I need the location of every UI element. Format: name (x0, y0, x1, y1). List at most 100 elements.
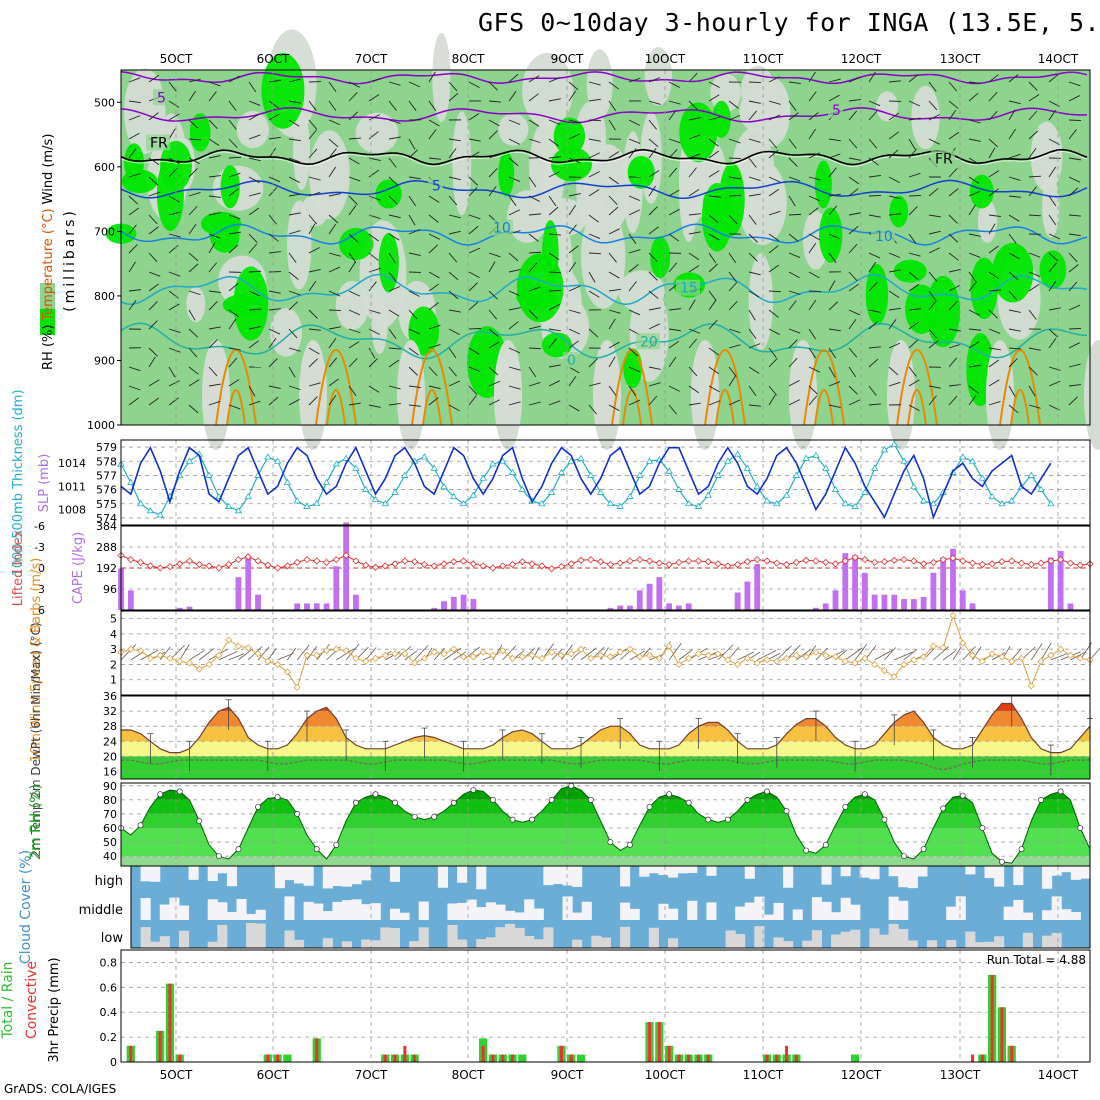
wind-barb (588, 358, 598, 368)
cloud-cell-high (658, 866, 669, 876)
wind-barb (408, 252, 421, 256)
wind-barb (228, 231, 241, 235)
wind-barb (368, 404, 381, 408)
wind-barb (428, 283, 440, 292)
wind-barb (1008, 328, 1021, 332)
wind-barb (168, 271, 181, 277)
xtick-top: 10OCT (645, 52, 686, 66)
wind-barb (1048, 252, 1059, 262)
thickness-point (675, 485, 683, 492)
wind-barb (128, 115, 141, 121)
wind-barb (908, 283, 920, 292)
xtick-top: 14OCT (1038, 52, 1079, 66)
lifted-point (1057, 556, 1065, 564)
wind-barb (1050, 653, 1067, 661)
lifted-point (225, 560, 233, 569)
precip-conv-bar (413, 1054, 417, 1062)
isotherm-15 (120, 273, 1088, 306)
wind-point (636, 653, 644, 661)
wind-barb (868, 282, 878, 292)
wind-barb (588, 171, 600, 178)
wind-barb (908, 100, 921, 107)
wind-barb (328, 138, 339, 148)
ytick-label: 600 (94, 161, 115, 174)
cloud-cell-high (1042, 866, 1053, 889)
rh-point (313, 846, 320, 853)
wind-barb (408, 309, 418, 320)
wind-barb (528, 286, 541, 292)
wind-barb (568, 309, 581, 314)
wind-point (489, 651, 497, 659)
lifted-point (411, 558, 419, 566)
wind-barb (1048, 307, 1061, 311)
wind-barb (628, 233, 637, 244)
wind-barb (388, 195, 398, 205)
cloud-cell-high (859, 866, 870, 878)
lifted-point (557, 563, 566, 571)
wind-barb (828, 347, 837, 359)
temp-tick: 36 (103, 690, 117, 703)
wind-barb (988, 347, 1001, 351)
rh-point (176, 788, 183, 795)
wind-barb (388, 119, 401, 124)
wind-barb (568, 285, 581, 292)
cloud-cell-middle (754, 896, 765, 920)
wind-barb (308, 148, 318, 159)
cloud-cell-high (1061, 866, 1072, 873)
wind-barb (148, 320, 158, 330)
wind-tick: 2 (110, 658, 117, 671)
wind-barb (868, 138, 878, 149)
thickness-point (518, 485, 527, 492)
wind-barb (808, 71, 816, 83)
thickness-point (156, 511, 164, 518)
wind-barb (788, 379, 800, 387)
wind-barb (668, 404, 677, 415)
precip-conv-bar (481, 1045, 485, 1062)
rh-dry-blob (335, 280, 369, 330)
wind-barb (228, 119, 237, 130)
wind-barb (148, 356, 156, 368)
wind-point (1008, 657, 1016, 665)
wind-barb (828, 193, 841, 197)
wind-barb (1008, 128, 1017, 140)
wind-barb (168, 157, 180, 165)
wind-barb (368, 195, 381, 201)
wind-barb (248, 243, 258, 254)
wind-barb (368, 94, 380, 102)
wind-barb (128, 261, 136, 273)
wind-barb (368, 252, 379, 261)
wind-barb (668, 81, 680, 88)
wind-barb (528, 366, 537, 378)
wind-point (332, 645, 340, 653)
wind-point (557, 651, 566, 659)
lifted-point (322, 558, 331, 566)
wind-barb (748, 110, 758, 121)
cloud-cell-low (907, 940, 918, 948)
wind-barb (688, 252, 700, 261)
cape-bar (959, 590, 966, 610)
wind-barb (1028, 283, 1040, 292)
wind-barb (128, 289, 141, 292)
wind-barb (728, 214, 738, 225)
wind-barb (388, 252, 396, 264)
wind-barb (828, 404, 841, 409)
wind-barb (308, 100, 317, 111)
wind-barb (608, 206, 619, 216)
cloud-cell-low (994, 936, 1005, 948)
wind-barb (443, 647, 462, 661)
lifted-point (1076, 561, 1084, 569)
wind-barb (488, 81, 498, 91)
wind-barb (588, 233, 601, 239)
wind-barb (908, 138, 916, 150)
cape-bar (441, 601, 447, 610)
wind-barb (968, 281, 977, 292)
lifted-point (871, 558, 879, 566)
wind-barb (648, 206, 658, 216)
thickness-point (479, 474, 487, 481)
wind-barb (608, 341, 620, 349)
cape-bar (127, 590, 134, 610)
wind-point (303, 651, 311, 659)
wind-barb (365, 647, 377, 661)
cape-bar (1047, 557, 1054, 610)
wind-barb (908, 252, 921, 257)
